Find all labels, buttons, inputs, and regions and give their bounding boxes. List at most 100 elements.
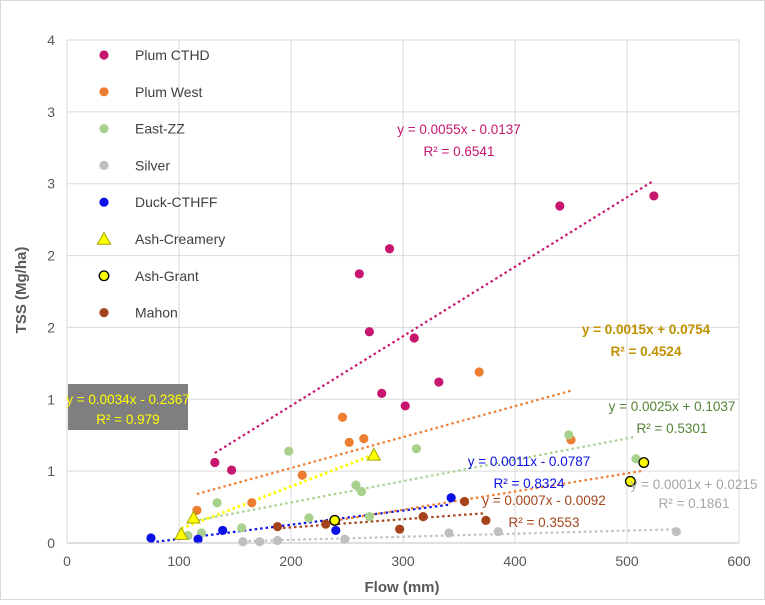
legend-label-ash-grant: Ash-Grant (135, 268, 199, 284)
y-tick-label: 1 (47, 463, 55, 479)
point-east-zz (304, 513, 314, 523)
point-plum-cthd (364, 327, 374, 337)
trendline-r2-plum-cthd: R² = 0.6541 (424, 144, 495, 159)
point-duck-cthff (218, 525, 228, 536)
trendline-r2-mahon: R² = 0.3553 (509, 515, 580, 530)
point-ash-creamery (173, 526, 189, 540)
point-duck-cthff (193, 534, 203, 544)
trendline-labels: y = 0.0055x - 0.0137 R² = 0.6541 y = 0.002… (66, 122, 757, 530)
point-plum-cthd (555, 201, 565, 211)
legend-marker-east-zz (99, 124, 109, 134)
x-tick-label: 400 (503, 553, 527, 569)
axes: 0 1 1 2 2 3 3 4 0 100 200 300 400 500 600 (47, 32, 751, 569)
x-tick-label: 0 (63, 553, 71, 569)
trendline-r2-ash-creamery: R² = 0.979 (96, 412, 159, 427)
trendline-r2-silver: R² = 0.1861 (659, 496, 730, 511)
trendline-equation-silver: y = 0.0001x + 0.0215 (631, 477, 758, 492)
legend-label-duck-cthff: Duck-CTHFF (135, 194, 217, 210)
point-duck-cthff (331, 525, 341, 536)
point-silver (444, 528, 454, 538)
trendline-r2-duck-cthff: R² = 0.8324 (494, 476, 565, 491)
point-mahon (321, 519, 331, 529)
point-plum-cthd (434, 377, 444, 387)
point-east-zz (631, 454, 641, 464)
y-tick-label: 1 (47, 391, 55, 407)
point-silver (340, 534, 350, 544)
trendline-equation-duck-cthff: y = 0.0011x - 0.0787 (468, 454, 590, 469)
legend-marker-plum-west (99, 87, 109, 97)
y-axis-title: TSS (Mg/ha) (13, 247, 30, 334)
point-ash-grant (638, 457, 650, 468)
point-silver (255, 537, 265, 547)
point-east-zz (212, 498, 222, 508)
point-plum-cthd (384, 244, 395, 254)
point-east-zz (564, 430, 574, 440)
point-plum-cthd (354, 269, 364, 279)
trendline-silver (242, 528, 677, 543)
point-plum-cthd (409, 333, 419, 343)
legend-marker-plum-cthd (99, 50, 109, 60)
point-east-zz (356, 486, 367, 497)
point-plum-cthd (227, 465, 237, 475)
point-mahon (481, 515, 491, 525)
y-tick-label: 3 (47, 104, 55, 120)
trendline-ash-creamery (180, 453, 375, 530)
point-ash-grant (624, 475, 636, 487)
trendline-label-box-ash-creamery (68, 384, 188, 430)
point-plum-west (337, 412, 348, 422)
trendline-equation-ash-creamery: y = 0.0034x - 0.2367 (66, 392, 189, 407)
point-silver (493, 527, 503, 537)
point-duck-cthff (446, 493, 456, 503)
point-ash-creamery (186, 510, 201, 524)
legend-marker-ash-grant (98, 270, 110, 282)
point-plum-west (474, 367, 484, 377)
trendline-ash-grant (334, 469, 644, 522)
point-silver (238, 537, 248, 547)
trendline-plum-cthd (214, 179, 655, 454)
y-tick-label: 2 (47, 248, 55, 264)
legend-label-plum-cthd: Plum CTHD (135, 47, 210, 63)
legend-label-silver: Silver (135, 157, 170, 173)
y-tick-label: 0 (47, 535, 55, 551)
point-plum-cthd (377, 388, 387, 398)
point-east-zz (411, 444, 422, 454)
point-plum-cthd (400, 401, 410, 411)
trendline-plum-west (196, 389, 572, 496)
legend-label-ash-creamery: Ash-Creamery (135, 231, 225, 247)
point-plum-cthd (210, 457, 220, 468)
x-tick-label: 100 (167, 553, 191, 569)
x-tick-label: 600 (727, 553, 751, 569)
point-mahon (395, 524, 405, 534)
legend-marker-ash-creamery (96, 231, 112, 245)
y-tick-label: 2 (47, 319, 55, 335)
trendline-equation-mahon: y = 0.0007x - 0.0092 (482, 493, 605, 508)
legend-marker-duck-cthff (99, 197, 109, 207)
legend: Plum CTHD Plum West East-ZZ Silver Duck-CTHF… (96, 47, 225, 321)
point-east-zz (237, 523, 247, 533)
x-axis-title: Flow (mm) (365, 579, 440, 596)
point-plum-west (359, 434, 369, 444)
legend-label-mahon: Mahon (135, 305, 178, 321)
point-plum-cthd (649, 191, 659, 201)
point-duck-cthff (146, 533, 156, 543)
point-ash-grant (329, 514, 341, 526)
y-tick-label: 3 (47, 176, 55, 192)
point-east-zz (284, 446, 294, 456)
trendline-mahon (277, 512, 486, 530)
legend-label-east-zz: East-ZZ (135, 121, 185, 137)
legend-marker-mahon (99, 308, 109, 318)
point-plum-west (297, 470, 307, 480)
x-tick-label: 300 (391, 553, 415, 569)
point-silver (272, 535, 283, 546)
point-silver (671, 527, 681, 537)
x-tick-label: 500 (615, 553, 639, 569)
trendline-equation-ash-grant: y = 0.0015x + 0.0754 (582, 322, 711, 337)
point-mahon (460, 496, 470, 507)
point-plum-west (344, 437, 354, 447)
trendline-east-zz (187, 435, 637, 524)
point-plum-west (247, 498, 257, 508)
y-tick-label: 4 (47, 32, 55, 48)
trendline-r2-ash-grant: R² = 0.4524 (611, 344, 682, 359)
